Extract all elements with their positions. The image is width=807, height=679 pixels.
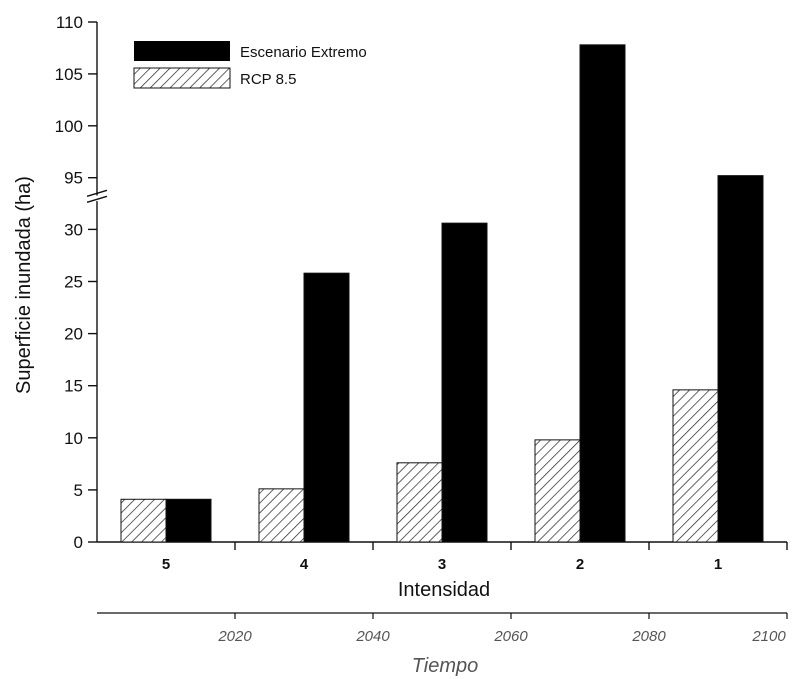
y-tick-label: 105 xyxy=(55,65,83,84)
legend-label-escenario-extremo: Escenario Extremo xyxy=(240,44,367,61)
y-tick-label: 10 xyxy=(64,429,83,448)
bar-rcp85-4 xyxy=(258,488,305,543)
y-tick-label: 15 xyxy=(64,377,83,396)
bar-rcp85-1 xyxy=(672,389,719,543)
x-category-label: 5 xyxy=(162,556,170,573)
time-tick-label: 2040 xyxy=(355,628,390,645)
bars-group xyxy=(120,44,764,543)
y-tick-label: 25 xyxy=(64,273,83,292)
bar-escenario-extremo-1 xyxy=(717,175,764,543)
x-category-label: 4 xyxy=(300,556,309,573)
bar-rcp85-2 xyxy=(534,439,581,543)
axis-break-mark xyxy=(86,189,108,197)
bar-rcp85-3 xyxy=(396,462,443,543)
legend-swatch-rcp85 xyxy=(133,67,231,89)
y-tick-label: 95 xyxy=(64,169,83,188)
bar-escenario-extremo-5 xyxy=(165,498,212,543)
time-axis-group: 2020 2040 2060 2080 2100 xyxy=(97,612,788,645)
x-category-label: 2 xyxy=(576,556,584,573)
y-tick-label: 30 xyxy=(64,220,83,239)
axis-break-mark xyxy=(86,195,108,203)
y-axis-title: Superficie inundada (ha) xyxy=(13,176,35,394)
bar-escenario-extremo-2 xyxy=(579,44,626,543)
time-tick-label: 2080 xyxy=(631,628,666,645)
legend-label-rcp85: RCP 8.5 xyxy=(240,71,296,88)
bar-escenario-extremo-4 xyxy=(303,272,350,543)
x-category-labels-group: 5 4 3 2 1 xyxy=(162,542,788,573)
x-axis-title: Intensidad xyxy=(398,579,490,601)
y-tick-label: 0 xyxy=(74,533,83,552)
x-category-label: 3 xyxy=(438,556,446,573)
legend: Escenario Extremo RCP 8.5 xyxy=(133,41,367,89)
bar-rcp85-5 xyxy=(120,498,167,543)
y-tick-label: 5 xyxy=(74,481,83,500)
y-tick-label: 110 xyxy=(56,13,83,32)
y-tick-label: 100 xyxy=(55,117,83,136)
y-tick-label: 20 xyxy=(64,325,83,344)
legend-swatch-escenario-extremo xyxy=(134,41,230,61)
bar-escenario-extremo-3 xyxy=(441,222,488,543)
x-category-label: 1 xyxy=(714,556,722,573)
time-axis-title: Tiempo xyxy=(412,655,479,677)
time-tick-label: 2060 xyxy=(493,628,528,645)
y-ticks-group: 0 5 10 15 20 25 30 95 100 105 110 xyxy=(55,13,97,552)
time-tick-label: 2020 xyxy=(217,628,252,645)
time-tick-label: 2100 xyxy=(751,628,786,645)
